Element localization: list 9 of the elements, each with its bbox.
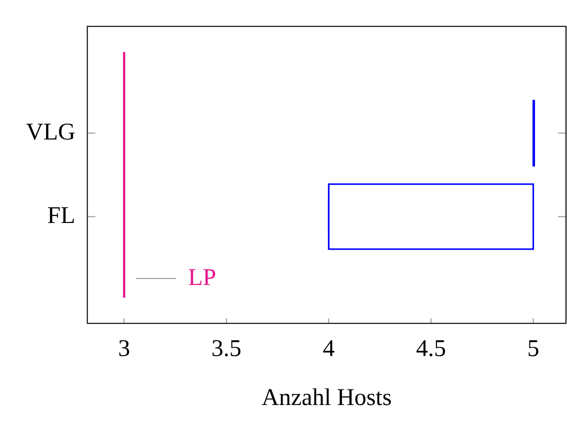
x-axis-title: Anzahl Hosts [262,384,392,411]
x-tick-label: 4 [322,336,335,362]
x-tick-label: 3.5 [211,336,242,362]
y-tick-label: VLG [26,119,76,146]
x-tick-label: 3 [118,336,130,362]
y-tick-label: FL [47,202,76,229]
x-tick-label: 4.5 [416,336,446,362]
x-tick-label: 5 [527,336,540,362]
ref-line-label: LP [188,264,216,291]
